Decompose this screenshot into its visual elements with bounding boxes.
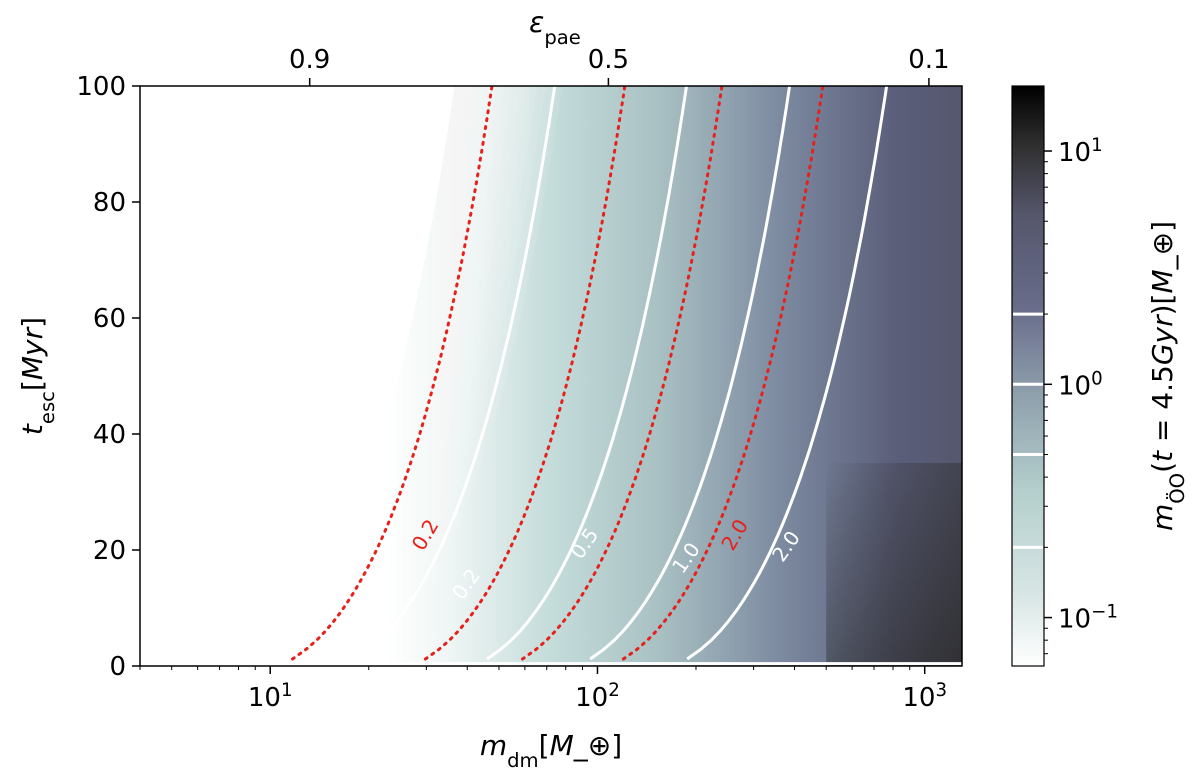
heatmap-white-region xyxy=(140,86,455,666)
x-tick-label: 103 xyxy=(902,680,947,714)
top-tick-label: 0.1 xyxy=(908,45,949,75)
colorbar-contour-lines xyxy=(1013,312,1043,549)
plot-frame xyxy=(139,85,963,667)
x-axis-title: mdm[M_⊕] xyxy=(480,729,622,772)
colorbar-gradient xyxy=(1011,85,1045,667)
red-contour-1.0 xyxy=(521,86,724,661)
x-axis-bottom: 101 102 103 xyxy=(139,666,947,714)
heatmap-fade-step xyxy=(140,86,513,666)
x-tick-label: 101 xyxy=(248,680,293,714)
top-axis-title: εpae xyxy=(529,6,581,49)
top-tick-label: 0.9 xyxy=(289,45,330,75)
y-axis-title: tesc[Myr] xyxy=(16,317,59,435)
white-contour-0.5 xyxy=(486,86,688,661)
y-tick-label: 40 xyxy=(93,420,126,450)
colorbar-tick-label: 100 xyxy=(1058,368,1103,402)
white-contour-2.0 xyxy=(686,86,889,661)
colorbar-title: mÖO(t = 4.5Gyr)[M_⊕] xyxy=(1146,221,1189,531)
colorbar-tick-label: 10−1 xyxy=(1058,601,1118,635)
heatmap-fade-step xyxy=(140,86,505,666)
heatmap-fade-step xyxy=(140,86,521,666)
y-tick-label: 60 xyxy=(93,304,126,334)
heatmap-fade-step xyxy=(140,86,480,666)
red-contour-2.0 xyxy=(621,86,825,661)
y-axis-left: 0 20 40 60 80 100 xyxy=(76,72,140,682)
y-tick-label: 0 xyxy=(109,652,126,682)
red-contour-0.2 xyxy=(291,86,494,661)
heatmap-fade-step xyxy=(140,86,546,666)
heatmap-fade-step xyxy=(140,86,455,666)
red-contour-0.5 xyxy=(423,86,627,661)
heatmap-fade-step xyxy=(140,86,472,666)
colorbar-ticks: 10−1 100 101 xyxy=(1044,135,1118,655)
heatmap-fade-step xyxy=(140,86,563,666)
y-tick-label: 100 xyxy=(76,72,126,102)
heatmap-fade-step xyxy=(140,86,463,666)
heatmap-fade-step xyxy=(140,86,530,666)
y-tick-label: 20 xyxy=(93,536,126,566)
heatmap-fade-step xyxy=(140,86,497,666)
x-tick-label: 102 xyxy=(575,680,620,714)
white-contour-1.0 xyxy=(589,86,792,661)
white-contour-0.2 xyxy=(354,86,557,661)
colorbar-tick-label: 101 xyxy=(1058,135,1103,169)
x-axis-top: 0.9 0.5 0.1 xyxy=(289,45,950,86)
heatmap-fade-step xyxy=(140,86,538,666)
plot-area: 0.20.5 1.0 2.00.2 2.0 xyxy=(140,86,962,666)
heatmap-dark-corner xyxy=(826,463,962,666)
y-tick-label: 80 xyxy=(93,188,126,218)
top-tick-label: 0.5 xyxy=(588,45,629,75)
heatmap-fade-step xyxy=(140,86,488,666)
colorbar: 10−1 100 101 mÖO(t = 4.5Gyr)[M_⊕] xyxy=(1011,85,1189,667)
